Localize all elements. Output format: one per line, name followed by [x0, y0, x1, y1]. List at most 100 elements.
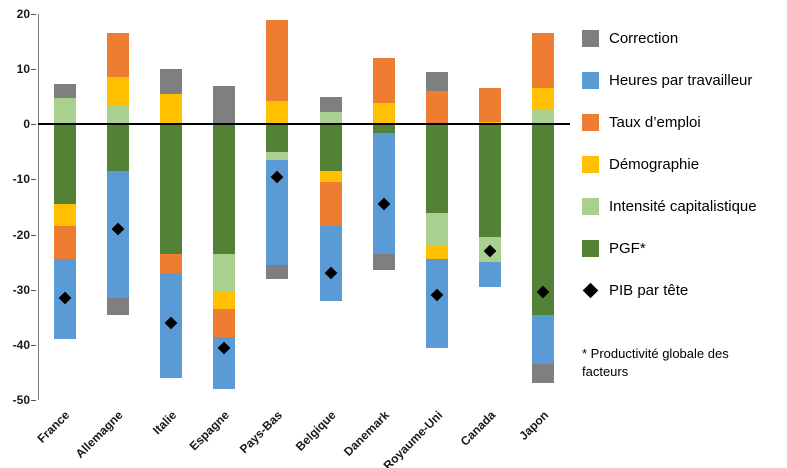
legend-swatch-demographie — [582, 156, 599, 173]
x-tick-label-allemagne: Allemagne — [72, 408, 126, 461]
y-tick-label--40: -40 — [12, 337, 30, 352]
bar-allemagne-intensite-capitalistique — [106, 106, 129, 125]
y-tick-mark — [31, 179, 36, 181]
y-tick-mark — [31, 69, 36, 71]
bar-belgique-correction — [319, 96, 342, 112]
footnote-text: * Productivité globale des facteurs — [582, 346, 729, 379]
bar-italie-pgf — [160, 124, 182, 254]
y-tick-mark — [31, 14, 36, 15]
legend-item-pgf: PGF* — [582, 240, 757, 257]
legend-item-correction: Correction — [582, 30, 757, 47]
legend-label: Heures par travailleur — [609, 72, 753, 89]
bar-pays-bas-correction — [266, 264, 289, 279]
bar-espagne-demographie — [213, 292, 236, 309]
bar-japon-pgf — [532, 124, 555, 315]
bar-canada-demographie — [479, 121, 502, 125]
bar-france-correction — [53, 84, 76, 98]
bar-allemagne-taux-d-emploi — [106, 33, 129, 78]
bar-pays-bas-intensite-capitalistique — [266, 151, 289, 161]
bar-royaume-uni-correction — [426, 71, 448, 92]
bar-italie-demographie — [160, 93, 182, 125]
y-tick-mark — [31, 234, 36, 236]
bar-france-demographie — [53, 204, 76, 227]
y-tick-mark — [31, 289, 36, 291]
x-tick-label-pays-bas: Pays-Bas — [237, 408, 286, 457]
bar-belgique-pgf — [319, 124, 342, 172]
legend-swatch-intensite-capitalistique — [582, 198, 599, 215]
x-tick-label-japon: Japon — [516, 408, 552, 443]
y-tick-mark — [31, 344, 36, 346]
x-tick-label-espagne: Espagne — [186, 408, 233, 454]
legend-swatch-taux-d-emploi — [582, 114, 599, 131]
bar-japon-correction — [532, 364, 555, 384]
bar-espagne-correction — [213, 85, 236, 125]
x-tick-label-italie: Italie — [149, 408, 179, 438]
legend-item-demographie: Démographie — [582, 156, 757, 173]
bar-royaume-uni-heures-par-travailleur — [426, 259, 448, 348]
legend-swatch-heures-par-travailleur — [582, 72, 599, 89]
bar-belgique-intensite-capitalistique — [319, 111, 342, 125]
legend-item-heures-par-travailleur: Heures par travailleur — [582, 72, 757, 89]
bar-canada-heures-par-travailleur — [479, 262, 502, 287]
bar-pays-bas-taux-d-emploi — [266, 19, 289, 101]
x-tick-label-france: France — [34, 408, 73, 446]
y-tick-label--30: -30 — [12, 282, 30, 297]
bar-japon-intensite-capitalistique — [532, 108, 555, 125]
x-tick-label-canada: Canada — [457, 408, 499, 449]
bar-france-taux-d-emploi — [53, 226, 76, 260]
x-tick-label-danemark: Danemark — [340, 408, 392, 459]
bar-pays-bas-demographie — [266, 100, 289, 125]
y-tick-label-0: 0 — [23, 117, 30, 132]
bar-danemark-taux-d-emploi — [372, 58, 395, 104]
bar-allemagne-correction — [106, 297, 129, 315]
legend-label: PIB par tête — [609, 282, 689, 299]
bar-france-pgf — [53, 124, 76, 205]
bar-allemagne-demographie — [106, 77, 129, 107]
bar-royaume-uni-intensite-capitalistique — [426, 212, 448, 246]
bar-espagne-pgf — [213, 124, 236, 254]
legend-label: Démographie — [609, 156, 700, 173]
legend: Correction Heures par travailleur Taux d’e… — [582, 30, 757, 324]
legend-item-intensite-capitalistique: Intensité capitalistique — [582, 198, 757, 215]
legend-item-taux-d-emploi: Taux d’emploi — [582, 114, 757, 131]
bar-danemark-pgf — [372, 124, 395, 133]
bar-pays-bas-pgf — [266, 124, 289, 152]
legend-swatch-pgf — [582, 240, 599, 257]
bar-espagne-taux-d-emploi — [213, 309, 236, 337]
y-axis-labels: 20 10 0 -10 -20 -30 -40 -50 — [0, 7, 36, 407]
bar-canada-pgf — [479, 124, 502, 238]
bar-france-intensite-capitalistique — [53, 97, 76, 125]
bar-royaume-uni-taux-d-emploi — [426, 91, 448, 125]
y-tick-label--20: -20 — [12, 227, 30, 242]
bar-italie-correction — [160, 69, 182, 94]
bar-japon-heures-par-travailleur — [532, 314, 555, 365]
bar-belgique-heures-par-travailleur — [319, 226, 342, 301]
y-tick-label-10: 10 — [16, 62, 30, 77]
legend-item-pib-par-tete: PIB par tête — [582, 282, 757, 299]
plot-area: France Allemagne Italie Espagne Pays-Bas Belg… — [35, 14, 570, 468]
bar-danemark-correction — [372, 253, 395, 271]
bar-allemagne-pgf — [106, 124, 129, 172]
bar-royaume-uni-pgf — [426, 124, 448, 213]
legend-label: PGF* — [609, 240, 646, 257]
x-tick-label-belgique: Belgique — [292, 408, 339, 454]
bar-danemark-heures-par-travailleur — [372, 132, 395, 254]
bar-italie-taux-d-emploi — [160, 253, 182, 274]
legend-swatch-correction — [582, 30, 599, 47]
bar-canada-taux-d-emploi — [479, 88, 502, 122]
legend-label: Correction — [609, 30, 679, 47]
bar-belgique-taux-d-emploi — [319, 182, 342, 227]
bar-royaume-uni-demographie — [426, 245, 448, 260]
y-tick-mark — [31, 400, 36, 401]
legend-label: Intensité capitalistique — [609, 198, 757, 215]
diamond-icon — [582, 282, 599, 299]
bar-espagne-intensite-capitalistique — [213, 253, 236, 293]
bar-japon-demographie — [532, 88, 555, 109]
y-axis-line — [38, 14, 39, 400]
zero-line — [38, 123, 570, 126]
legend-label: Taux d’emploi — [609, 114, 701, 131]
y-tick-mark — [31, 124, 36, 126]
bar-pays-bas-heures-par-travailleur — [266, 160, 289, 265]
y-tick-label--50: -50 — [12, 393, 30, 407]
